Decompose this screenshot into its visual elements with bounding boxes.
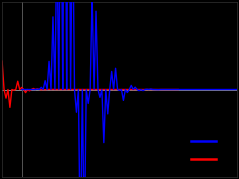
Legend: , : , xyxy=(188,132,230,170)
